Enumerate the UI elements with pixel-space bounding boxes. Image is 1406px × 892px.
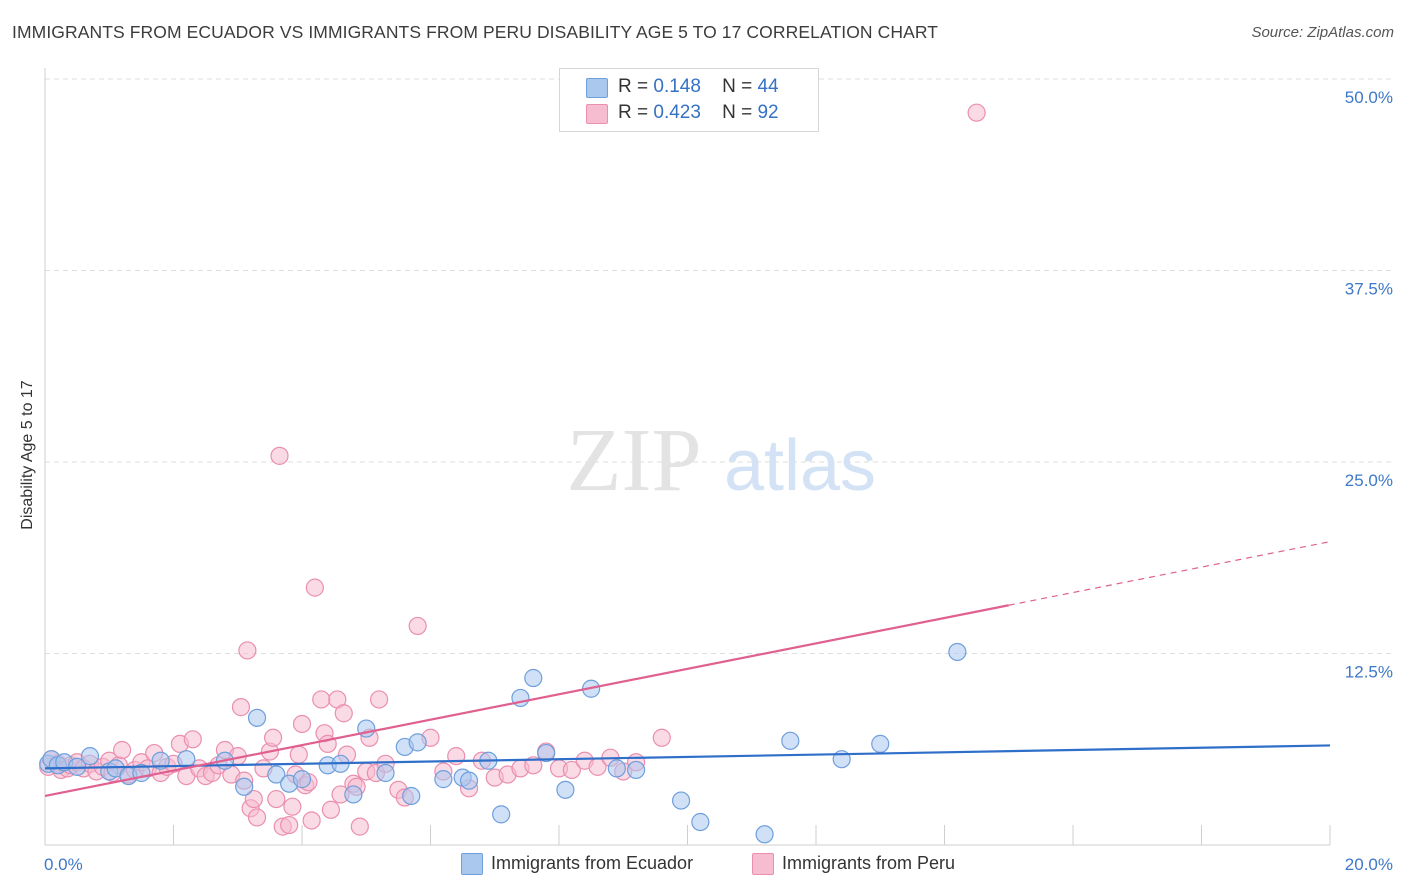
point-ecuador (691, 812, 710, 832)
point-peru (370, 690, 389, 709)
point-ecuador (402, 786, 421, 806)
point-ecuador (556, 780, 575, 799)
point-ecuador (524, 668, 543, 688)
point-peru (562, 760, 581, 780)
legend-peru-r-label: R = (618, 102, 649, 123)
bottom-legend-ecuador-label: Immigrants from Ecuador (491, 853, 694, 873)
point-ecuador (80, 747, 100, 766)
stats-legend: R = 0.148 N = 44 R = 0.423 N = 92 (559, 68, 819, 132)
point-peru (350, 817, 369, 836)
series-ecuador-points (39, 642, 967, 844)
point-peru (292, 714, 312, 734)
point-peru (967, 103, 986, 122)
y-tick-label: 37.5% (1345, 280, 1393, 299)
point-peru (280, 815, 299, 835)
point-ecuador (151, 751, 170, 770)
point-peru (238, 641, 257, 660)
y-tick-labels: 12.5% 25.0% 37.5% 50.0% (1345, 88, 1393, 682)
point-peru (183, 730, 202, 749)
point-peru (270, 446, 289, 465)
axes (44, 68, 1331, 846)
legend-ecuador-n-label: N = (722, 76, 753, 97)
point-ecuador (671, 791, 691, 810)
point-ecuador (344, 785, 363, 804)
trend-line-peru (44, 604, 1009, 798)
point-ecuador (537, 743, 556, 763)
point-peru (247, 808, 267, 827)
y-tick-label: 12.5% (1345, 663, 1393, 682)
point-peru (112, 740, 132, 760)
y-tick-label: 50.0% (1345, 88, 1393, 107)
legend-swatch-peru (586, 104, 608, 124)
point-peru (283, 797, 302, 816)
point-peru (244, 789, 263, 809)
point-ecuador (408, 733, 427, 752)
watermark-atlas: atlas (724, 426, 876, 506)
point-peru (305, 578, 324, 597)
watermark-zip: ZIP (567, 411, 702, 510)
point-peru (334, 704, 353, 723)
x-tick-label: 0.0% (44, 855, 83, 874)
legend-ecuador-n-value: 44 (757, 76, 779, 97)
legend-peru-n-label: N = (722, 102, 753, 123)
point-ecuador (607, 759, 626, 778)
trend-line-ecuador (44, 744, 1331, 770)
legend-swatch-ecuador (586, 78, 608, 98)
legend-ecuador-r-value: 0.148 (653, 76, 701, 97)
y-tick-label: 25.0% (1345, 471, 1393, 490)
point-ecuador (871, 734, 890, 753)
point-ecuador (459, 771, 479, 790)
bottom-legend-swatch-peru (752, 853, 774, 875)
trend-lines (44, 541, 1331, 798)
point-ecuador (434, 770, 453, 789)
source-label: Source: ZipAtlas.com (1251, 24, 1394, 41)
legend-peru-n-value: 92 (757, 102, 779, 123)
point-ecuador (626, 760, 646, 780)
point-peru (312, 690, 331, 709)
x-tick-labels: 0.0% 20.0% (44, 855, 1393, 874)
point-peru (321, 800, 341, 819)
point-peru (302, 811, 321, 830)
chart-title: IMMIGRANTS FROM ECUADOR VS IMMIGRANTS FR… (12, 22, 939, 42)
bottom-legend-peru-label: Immigrants from Peru (782, 853, 956, 873)
point-ecuador (376, 763, 395, 783)
point-ecuador (492, 805, 511, 824)
watermark: ZIP atlas (567, 411, 877, 510)
point-ecuador (948, 642, 967, 662)
bottom-legend-swatch-ecuador (461, 853, 483, 875)
point-peru (524, 756, 543, 775)
legend-ecuador-r-label: R = (618, 76, 649, 97)
point-ecuador (781, 731, 800, 750)
point-peru (267, 789, 286, 809)
point-ecuador (235, 777, 254, 796)
point-ecuador (267, 765, 286, 784)
y-axis-label: Disability Age 5 to 17 (19, 380, 36, 530)
point-ecuador (247, 708, 267, 727)
point-ecuador (292, 770, 312, 789)
gridlines (45, 78, 1392, 654)
point-peru (652, 728, 671, 747)
x-tick-label: 20.0% (1345, 855, 1393, 874)
point-ecuador (755, 825, 774, 844)
point-peru (408, 616, 427, 636)
point-peru (231, 698, 251, 717)
point-peru (263, 728, 283, 747)
trend-line-peru-extension (1008, 541, 1331, 606)
legend-peru-r-value: 0.423 (653, 102, 701, 123)
point-peru (289, 745, 308, 764)
